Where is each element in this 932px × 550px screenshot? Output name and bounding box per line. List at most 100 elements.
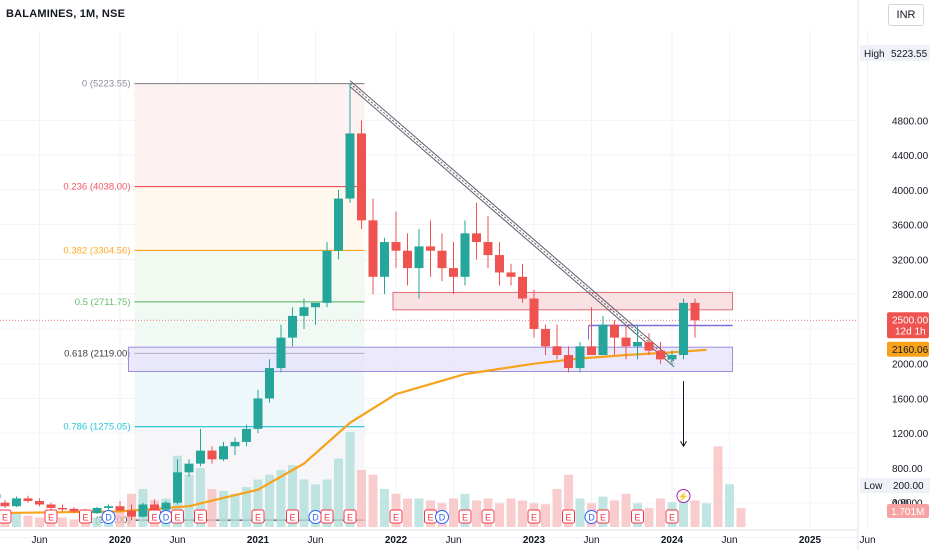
candle-body: [667, 355, 677, 360]
fib-level-label: 0.786 (1275.05): [63, 422, 130, 433]
high-tag-bg: [860, 45, 930, 61]
candle-body: [449, 268, 458, 277]
event-badge: [251, 509, 265, 524]
event-badge: [286, 509, 299, 524]
candle-body: [12, 498, 21, 507]
candle-body: [115, 506, 125, 511]
candle: [0, 500, 10, 508]
candle-body: [253, 398, 263, 429]
time-tick-label: Jun: [583, 535, 599, 546]
candle: [69, 507, 79, 514]
volume-bar: [541, 504, 550, 527]
current-price-tag: [887, 312, 929, 339]
price-tick-label: 4400.00: [892, 151, 929, 162]
event-letter: E: [485, 513, 491, 523]
dividend-marker: D: [159, 510, 173, 524]
event-letter: E: [634, 513, 640, 523]
earnings-marker: E: [481, 509, 495, 524]
chart-title: BALAMINES, 1M, NSE: [6, 8, 126, 20]
event-badge: [458, 509, 472, 524]
event-badge: [435, 510, 449, 524]
candle-body: [518, 276, 527, 299]
event-letter: D: [312, 513, 319, 523]
event-badge: [676, 489, 691, 503]
candle-body: [345, 133, 355, 199]
volume-bar: [35, 517, 44, 527]
event-letter: D: [588, 513, 595, 523]
candle: [472, 202, 481, 260]
event-letter: E: [565, 513, 571, 523]
time-tick-label: 2025: [799, 535, 822, 546]
trend-channel-line: [349, 83, 675, 365]
fib-level-label: 0.5 (2711.75): [75, 297, 131, 308]
candle: [196, 428, 205, 467]
candle: [529, 289, 539, 338]
candle-body: [368, 220, 378, 277]
candle-body: [0, 502, 10, 507]
earnings-marker: E: [665, 509, 679, 524]
candle: [299, 298, 309, 329]
candle-body: [575, 346, 585, 369]
candle: [345, 83, 355, 203]
event-letter: E: [669, 513, 675, 523]
volume-bar: [690, 500, 700, 527]
event-letter: E: [151, 513, 157, 523]
candle: [161, 501, 171, 511]
volume-bar: [679, 493, 688, 527]
event-letter: E: [197, 513, 203, 523]
candle-body: [276, 337, 286, 369]
event-badge: [343, 509, 357, 524]
candle: [679, 298, 688, 360]
candle-body: [161, 502, 171, 510]
candle-body: [380, 242, 389, 277]
earnings-marker: E: [194, 509, 207, 524]
low-tag-value: 200.00: [893, 481, 924, 492]
event-badge: [596, 509, 610, 524]
event-badge: [320, 509, 334, 524]
volume-bar: [736, 508, 746, 527]
volume-bar: [288, 465, 297, 527]
high-tag-label: High: [864, 49, 885, 60]
candle-body: [610, 324, 619, 338]
time-tick-label: 2020: [109, 535, 132, 546]
earnings-marker: E: [631, 509, 644, 524]
candle-body: [150, 504, 159, 510]
candle: [207, 446, 217, 464]
candle: [391, 211, 401, 269]
event-letter: E: [2, 513, 8, 523]
candle: [621, 324, 631, 360]
candle: [495, 242, 504, 286]
volume-bar: [552, 489, 562, 527]
trend-channel-line: [349, 80, 675, 362]
candle-body: [552, 346, 562, 356]
candle-body: [288, 315, 297, 338]
candle: [276, 324, 286, 373]
time-tick-label: Jun: [169, 535, 185, 546]
candle: [127, 504, 136, 521]
volume-bar: [506, 498, 516, 527]
currency-selector[interactable]: INR: [888, 4, 924, 26]
volume-bar: [575, 498, 585, 527]
bar-countdown: 12d 1h: [895, 326, 926, 337]
volume-bar: [449, 498, 458, 527]
candle-body: [495, 255, 504, 273]
volume-bar: [644, 508, 654, 527]
earnings-marker: E: [343, 509, 357, 524]
earnings-marker: E: [0, 509, 12, 524]
fib-band: [134, 83, 365, 187]
event-letter: E: [48, 513, 54, 523]
price-tick-label: 800.00: [892, 464, 923, 475]
event-letter: E: [174, 513, 180, 523]
event-letter: D: [163, 513, 170, 523]
event-badge: [527, 509, 541, 524]
fib-band: [134, 186, 365, 251]
candle: [288, 307, 297, 347]
volume-bar: [472, 500, 481, 527]
candle: [564, 346, 573, 373]
low-tag-label: Low: [864, 481, 883, 492]
candle-body: [587, 346, 596, 356]
candle-body: [472, 233, 481, 243]
earnings-marker: E: [458, 509, 472, 524]
candle: [368, 198, 378, 295]
